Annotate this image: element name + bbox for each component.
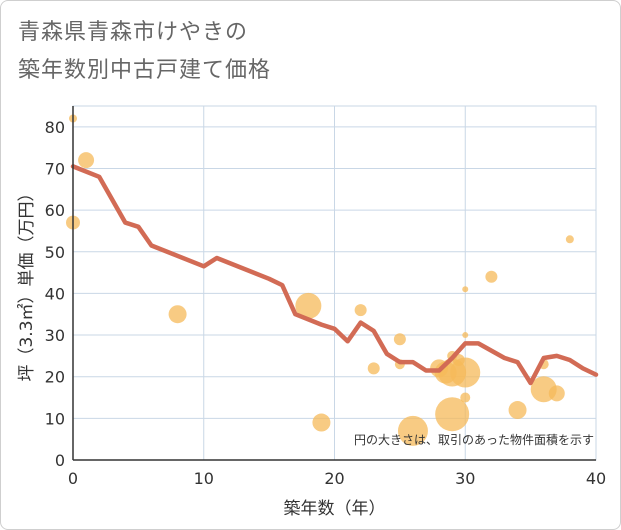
data-point — [565, 235, 574, 244]
x-tick-label: 40 — [586, 469, 606, 488]
y-tick-label: 80 — [45, 118, 65, 137]
x-axis-label: 築年数（年） — [284, 499, 386, 519]
data-point — [312, 413, 331, 432]
data-point — [354, 304, 367, 317]
chart-title-line2: 築年数別中古戸建て価格 — [18, 58, 272, 83]
data-point — [397, 415, 428, 446]
data-point — [450, 357, 481, 388]
y-tick-label: 60 — [45, 201, 65, 220]
data-point — [460, 392, 471, 403]
bubble-layer — [66, 114, 574, 446]
y-tick-label: 30 — [45, 326, 65, 345]
data-point — [295, 292, 322, 319]
bubble-size-note: 円の大きさは、取引のあった物件面積を示す — [354, 432, 594, 447]
x-tick-label: 0 — [68, 469, 78, 488]
tick-labels: 0 10 20 30 40 0 10 20 30 40 50 60 70 80 — [45, 118, 607, 488]
data-point — [168, 305, 187, 324]
x-tick-label: 20 — [324, 469, 344, 488]
data-point — [435, 397, 470, 432]
y-tick-label: 50 — [45, 243, 65, 262]
data-point — [393, 333, 406, 346]
y-tick-label: 70 — [45, 159, 65, 178]
trend-line-layer — [70, 164, 599, 386]
data-point — [78, 152, 95, 169]
chart-title-line1: 青森県青森市けやきの — [18, 20, 249, 45]
y-tick-label: 40 — [45, 284, 65, 303]
data-point — [508, 401, 527, 420]
data-point — [367, 362, 380, 375]
data-point — [462, 286, 469, 293]
data-point — [462, 332, 469, 339]
trend-line — [70, 164, 599, 386]
data-point — [548, 385, 565, 402]
x-tick-label: 10 — [194, 469, 214, 488]
y-tick-label: 0 — [55, 451, 65, 470]
y-tick-label: 20 — [45, 368, 65, 387]
axes-layer — [72, 106, 596, 461]
data-point — [485, 270, 498, 283]
x-tick-label: 30 — [455, 469, 475, 488]
y-axis-label: 坪（3.3㎡）単価（万円） — [17, 184, 37, 381]
y-tick-label: 10 — [45, 409, 65, 428]
